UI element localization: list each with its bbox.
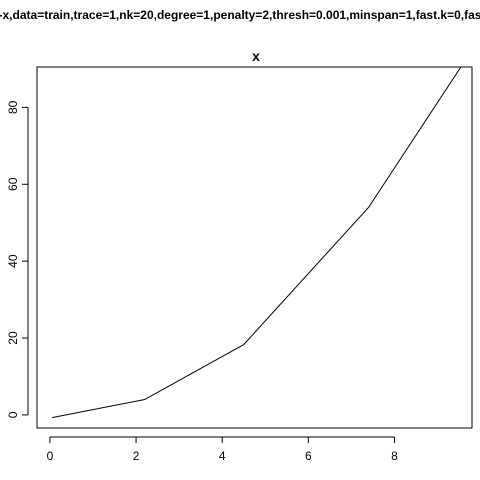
chart-title: x [252,48,260,64]
y-tick-label: 80 [6,100,20,114]
y-tick-label: 0 [6,411,20,418]
series-line [52,63,463,417]
x-tick-label: 6 [305,449,312,463]
y-tick-label: 20 [6,331,20,345]
series-group [52,63,463,417]
x-axis: 0 2 4 6 8 [47,437,399,463]
x-tick-label: 8 [391,449,398,463]
figure-title: -x,data=train,trace=1,nk=20,degree=1,pen… [0,8,480,22]
x-tick-label: 0 [47,449,54,463]
y-axis: 0 20 40 60 80 [6,100,28,418]
plot-frame [37,67,472,428]
y-tick-label: 40 [6,254,20,268]
x-tick-label: 4 [219,449,226,463]
x-tick-label: 2 [133,449,140,463]
y-tick-label: 60 [6,177,20,191]
